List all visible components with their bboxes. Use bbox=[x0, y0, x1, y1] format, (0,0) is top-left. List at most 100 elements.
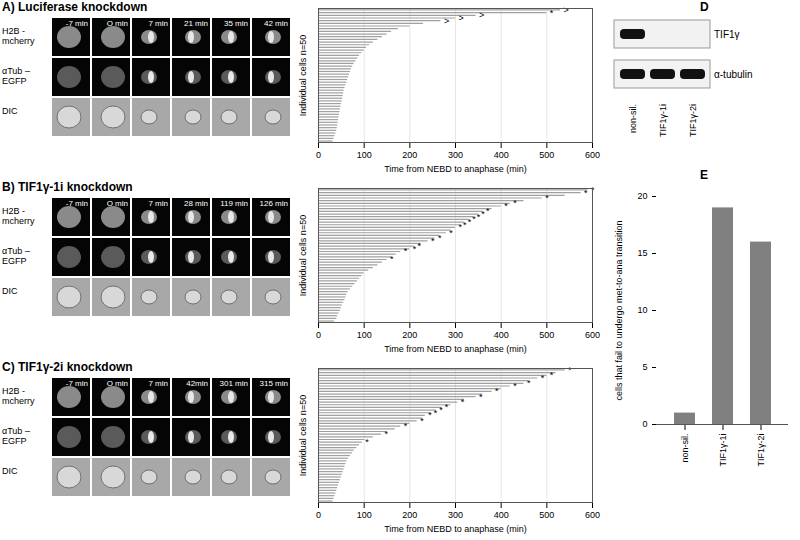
svg-text:*: * bbox=[445, 402, 449, 412]
svg-text:Time from NEBD to anaphase (mi: Time from NEBD to anaphase (min) bbox=[384, 344, 527, 354]
svg-text:>: > bbox=[479, 10, 484, 20]
svg-text:cells that fail to undergo met: cells that fail to undergo met-to-ana tr… bbox=[614, 220, 624, 400]
html-text:H2B -mcherry: H2B -mcherry bbox=[2, 26, 35, 46]
html-text:αTub –EGFP: αTub –EGFP bbox=[2, 66, 30, 86]
svg-text:*: * bbox=[479, 392, 483, 402]
svg-text:100: 100 bbox=[357, 510, 372, 520]
svg-text:400: 400 bbox=[494, 510, 509, 520]
html-text:DIC: DIC bbox=[2, 286, 18, 296]
svg-text:0: 0 bbox=[642, 419, 647, 429]
svg-text:TIF1γ: TIF1γ bbox=[714, 29, 740, 40]
svg-text:400: 400 bbox=[494, 150, 509, 160]
svg-text:Time from NEBD to anaphase (mi: Time from NEBD to anaphase (min) bbox=[384, 524, 527, 534]
svg-text:200: 200 bbox=[402, 330, 417, 340]
svg-text:300: 300 bbox=[448, 510, 463, 520]
svg-text:TIF1γ-1i: TIF1γ-1i bbox=[718, 434, 728, 467]
svg-text:*: * bbox=[481, 209, 485, 219]
svg-text:*: * bbox=[468, 217, 472, 227]
svg-text:*: * bbox=[545, 193, 549, 203]
svg-text:TIF1γ-2i: TIF1γ-2i bbox=[688, 104, 698, 137]
svg-text:*: * bbox=[431, 236, 435, 246]
svg-text:300: 300 bbox=[448, 150, 463, 160]
svg-text:*: * bbox=[385, 429, 389, 439]
svg-text:*: * bbox=[420, 416, 424, 426]
svg-text:TIF1γ-1i: TIF1γ-1i bbox=[658, 104, 668, 137]
svg-text:>: > bbox=[564, 5, 569, 15]
html-text:21 min: 21 min bbox=[184, 19, 208, 28]
svg-text:100: 100 bbox=[357, 150, 372, 160]
svg-text:*: * bbox=[550, 8, 554, 18]
html-text:42 min: 42 min bbox=[264, 19, 288, 28]
svg-text:*: * bbox=[495, 386, 499, 396]
svg-text:*: * bbox=[486, 206, 490, 216]
svg-text:600: 600 bbox=[585, 150, 600, 160]
svg-text:TIF1γ-2i: TIF1γ-2i bbox=[756, 434, 766, 467]
svg-text:*: * bbox=[550, 370, 554, 380]
html-text:H2B -mcherry: H2B -mcherry bbox=[2, 206, 35, 226]
svg-text:20: 20 bbox=[637, 191, 647, 201]
svg-text:0: 0 bbox=[316, 330, 321, 340]
svg-text:200: 200 bbox=[402, 510, 417, 520]
svg-text:500: 500 bbox=[539, 510, 554, 520]
svg-text:*: * bbox=[584, 188, 588, 198]
svg-text:*: * bbox=[365, 437, 369, 447]
svg-text:Individual cells n=50: Individual cells n=50 bbox=[298, 35, 308, 116]
svg-text:*: * bbox=[438, 233, 442, 243]
svg-text:400: 400 bbox=[494, 330, 509, 340]
svg-text:*: * bbox=[417, 241, 421, 251]
svg-text:α-tubulin: α-tubulin bbox=[714, 69, 753, 80]
html-text:A) Luciferase knockdown: A) Luciferase knockdown bbox=[2, 0, 148, 14]
svg-text:*: * bbox=[439, 405, 443, 415]
svg-text:*: * bbox=[428, 410, 432, 420]
html-text:C) TIF1γ-2i knockdown: C) TIF1γ-2i knockdown bbox=[2, 360, 133, 374]
svg-text:200: 200 bbox=[402, 150, 417, 160]
svg-text:*: * bbox=[472, 214, 476, 224]
html-text:35 min: 35 min bbox=[224, 19, 248, 28]
html-text:-7 min: -7 min bbox=[65, 199, 88, 208]
svg-text:*: * bbox=[404, 246, 408, 256]
svg-text:500: 500 bbox=[539, 150, 554, 160]
html-text:-7 min: -7 min bbox=[65, 19, 88, 28]
svg-text:*: * bbox=[513, 198, 517, 208]
html-text:O min: O min bbox=[106, 19, 128, 28]
html-text:DIC: DIC bbox=[2, 106, 18, 116]
svg-text:Individual cells n=50: Individual cells n=50 bbox=[298, 395, 308, 476]
svg-text:*: * bbox=[404, 421, 408, 431]
svg-text:5: 5 bbox=[642, 362, 647, 372]
svg-text:*: * bbox=[527, 378, 531, 388]
svg-text:Individual cells n=50: Individual cells n=50 bbox=[298, 215, 308, 296]
svg-text:*: * bbox=[434, 408, 438, 418]
svg-text:*: * bbox=[390, 254, 394, 264]
svg-text:>: > bbox=[444, 16, 449, 26]
svg-text:>: > bbox=[459, 13, 464, 23]
html-text:αTub –EGFP: αTub –EGFP bbox=[2, 246, 30, 266]
svg-text:600: 600 bbox=[585, 510, 600, 520]
svg-text:*: * bbox=[459, 222, 463, 232]
html-text:H2B -mcherry: H2B -mcherry bbox=[2, 386, 35, 406]
html-text:B) TIF1γ-1i knockdown: B) TIF1γ-1i knockdown bbox=[2, 180, 133, 194]
html-text:7 min: 7 min bbox=[148, 19, 168, 28]
svg-text:0: 0 bbox=[316, 150, 321, 160]
svg-text:0: 0 bbox=[316, 510, 321, 520]
svg-text:*: * bbox=[461, 397, 465, 407]
svg-text:*: * bbox=[463, 220, 467, 230]
svg-text:non-sil.: non-sil. bbox=[680, 434, 690, 463]
svg-text:*: * bbox=[568, 365, 572, 375]
html-text:O min: O min bbox=[106, 199, 128, 208]
svg-text:15: 15 bbox=[637, 248, 647, 258]
svg-text:Time from NEBD to anaphase (mi: Time from NEBD to anaphase (min) bbox=[384, 164, 527, 174]
svg-text:*: * bbox=[541, 373, 545, 383]
svg-text:non-sil.: non-sil. bbox=[628, 104, 638, 133]
svg-text:10: 10 bbox=[637, 305, 647, 315]
svg-text:300: 300 bbox=[448, 330, 463, 340]
html-text:DIC: DIC bbox=[2, 466, 18, 476]
svg-text:100: 100 bbox=[357, 330, 372, 340]
svg-text:*: * bbox=[504, 201, 508, 211]
svg-text:*: * bbox=[477, 212, 481, 222]
svg-text:600: 600 bbox=[585, 330, 600, 340]
svg-text:*: * bbox=[513, 381, 517, 391]
html-text:αTub –EGFP: αTub –EGFP bbox=[2, 426, 30, 446]
svg-text:*: * bbox=[413, 244, 417, 254]
svg-text:*: * bbox=[449, 228, 453, 238]
svg-text:500: 500 bbox=[539, 330, 554, 340]
